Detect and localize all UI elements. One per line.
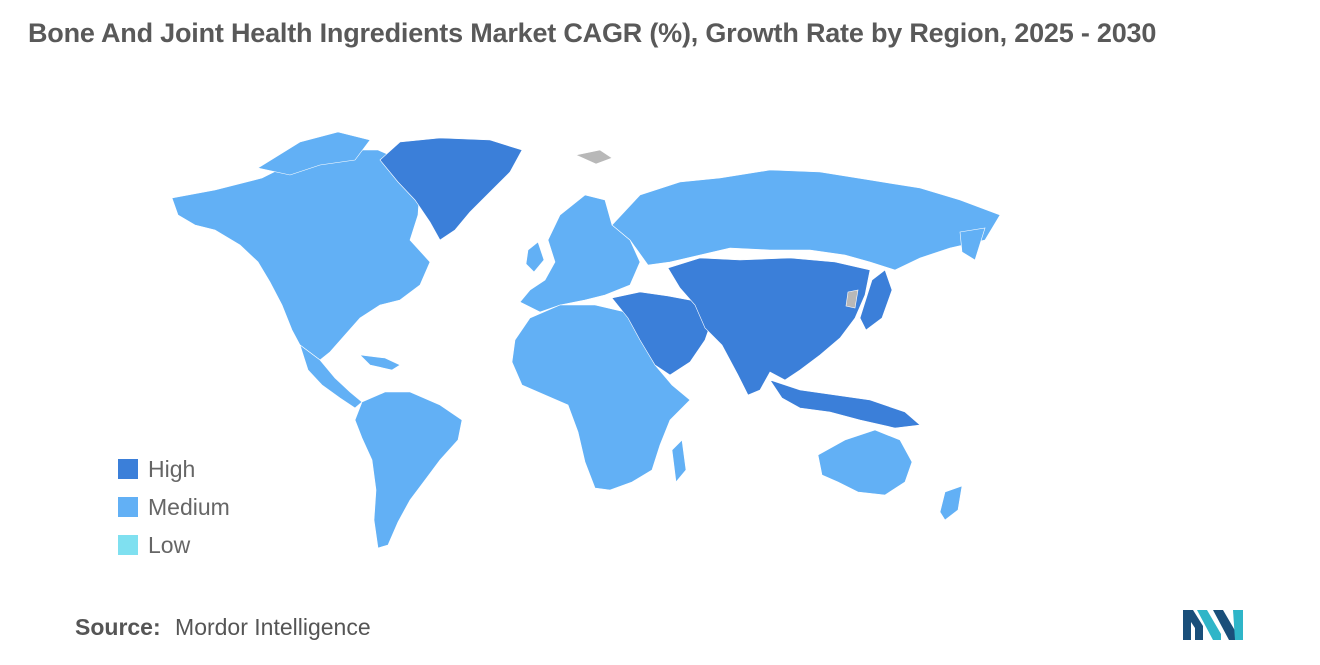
chart-title: Bone And Joint Health Ingredients Market… bbox=[28, 18, 1157, 48]
mordor-intelligence-logo-icon bbox=[1183, 610, 1243, 640]
legend-item-low: Low bbox=[118, 526, 230, 564]
source-label: Source: bbox=[75, 614, 161, 640]
legend-label-high: High bbox=[148, 455, 196, 482]
region-south-america bbox=[354, 391, 463, 549]
region-russia bbox=[611, 169, 1001, 271]
region-asia bbox=[667, 257, 871, 396]
legend-item-high: High bbox=[118, 450, 230, 488]
legend: High Medium Low bbox=[118, 450, 230, 564]
legend-swatch-high bbox=[118, 459, 138, 479]
region-caribbean bbox=[359, 354, 401, 371]
source-line: Source: Mordor Intelligence bbox=[75, 614, 371, 641]
legend-item-medium: Medium bbox=[118, 488, 230, 526]
region-kamchatka bbox=[959, 227, 986, 261]
legend-swatch-low bbox=[118, 535, 138, 555]
source-text: Mordor Intelligence bbox=[175, 614, 371, 640]
region-uk bbox=[525, 241, 545, 273]
region-central-america bbox=[299, 344, 363, 409]
region-canadian-arctic bbox=[257, 131, 371, 176]
region-southeast-asia bbox=[769, 379, 921, 429]
region-australia bbox=[817, 429, 913, 496]
legend-swatch-medium bbox=[118, 497, 138, 517]
region-middle-east bbox=[611, 291, 713, 376]
region-japan bbox=[859, 269, 893, 331]
region-korea-no-data bbox=[845, 289, 859, 309]
region-new-zealand bbox=[939, 485, 963, 521]
legend-label-medium: Medium bbox=[148, 493, 230, 520]
region-svalbard-no-data bbox=[575, 149, 613, 165]
region-greenland bbox=[379, 137, 523, 241]
region-africa bbox=[511, 304, 691, 491]
region-north-america bbox=[171, 149, 431, 361]
region-madagascar bbox=[671, 439, 687, 483]
legend-label-low: Low bbox=[148, 531, 191, 558]
